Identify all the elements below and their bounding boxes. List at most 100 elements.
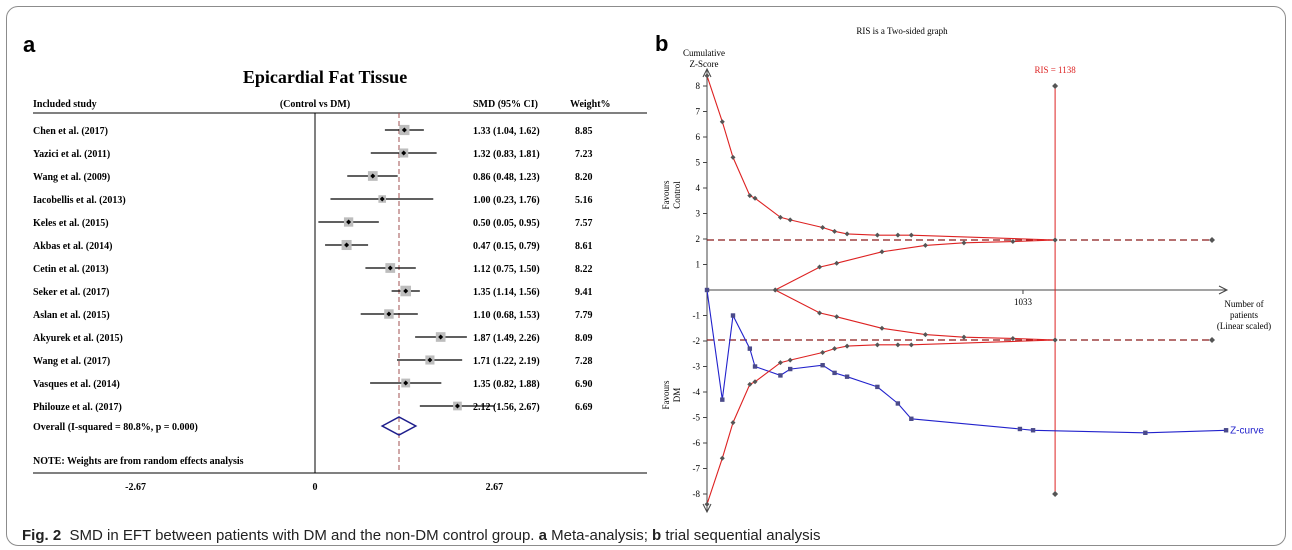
z-curve-point (1017, 426, 1023, 432)
x-tick-label: -2.67 (125, 482, 146, 493)
panel-label-a: a (23, 32, 36, 57)
study-name: Keles et al. (2015) (33, 218, 109, 229)
z-curve-point (1143, 430, 1148, 435)
x-axis-arrow (1218, 285, 1229, 295)
study-point (346, 219, 352, 225)
study-point (344, 242, 350, 248)
z-curve-point (1030, 428, 1036, 433)
study-smd-ci: 2.12 (1.56, 2.67) (473, 402, 540, 413)
boundary-point (922, 242, 928, 248)
study-weight: 7.57 (575, 218, 593, 229)
boundary-point (922, 332, 928, 338)
study-point (401, 127, 407, 133)
favours-dm-line2: DM (672, 388, 682, 403)
boundary-point (747, 381, 753, 387)
study-weight: 7.79 (575, 310, 593, 321)
study-smd-ci: 1.10 (0.68, 1.53) (473, 310, 540, 321)
boundary-point (895, 342, 901, 348)
study-weight: 9.41 (575, 287, 593, 298)
caption-text-b: trial sequential analysis (665, 527, 821, 544)
forest-axis: -2.67 0 2.67 (125, 482, 503, 493)
figure-caption: Fig. 2 SMD in EFT between patients with … (22, 527, 1282, 544)
boundary-point (1010, 335, 1016, 341)
boundary-point (874, 342, 880, 348)
study-point (427, 357, 433, 363)
x-tick-label: 1033 (1014, 297, 1033, 307)
y-tick-label: -3 (693, 362, 701, 372)
boundary-point (777, 360, 783, 366)
boundary-end-point (1209, 336, 1215, 343)
study-point (370, 173, 376, 179)
study-smd-ci: 1.12 (0.75, 1.50) (473, 264, 540, 275)
study-name: Wang et al. (2017) (33, 356, 110, 367)
tsa-plot: 8 7 6 5 4 3 2 1 -1 -2 -3 -4 -5 -6 -7 -8 1033 RIS = 1138 Z-… (693, 65, 1264, 514)
ris-top-point (1052, 83, 1059, 89)
boundary-point (787, 217, 793, 223)
study-weight: 6.69 (575, 402, 593, 413)
boundary-point (719, 119, 725, 125)
ylabel-line2: Z-Score (690, 59, 719, 69)
boundary-curve (774, 289, 1056, 341)
boundary-point (817, 310, 823, 316)
figure-svg: a Epicardial Fat Tissue Included study (… (23, 26, 1271, 514)
z-curve-point (788, 366, 793, 372)
z-curve-point (720, 397, 725, 402)
study-name: Chen et al. (2017) (33, 126, 108, 137)
y-tick-label: 5 (696, 158, 701, 168)
xlabel-line2: patients (1230, 310, 1258, 320)
boundary-point (832, 346, 838, 352)
study-point (386, 311, 392, 317)
boundary-point (730, 154, 736, 160)
z-curve-point (1223, 428, 1229, 433)
y-tick-label: 6 (696, 132, 701, 142)
boundary-point (777, 214, 783, 220)
study-weight: 7.23 (575, 149, 593, 160)
study-point (379, 196, 385, 202)
xlabel-line3: (Linear scaled) (1217, 321, 1271, 331)
z-curve-point (875, 384, 880, 390)
y-tick-label: 8 (696, 81, 701, 91)
study-smd-ci: 0.50 (0.05, 0.95) (473, 218, 540, 229)
z-curve-point (820, 363, 825, 368)
z-curve-point (832, 370, 837, 376)
y-tick-label: 3 (696, 209, 701, 219)
boundary-point (844, 231, 850, 237)
study-point (403, 380, 409, 386)
caption-text: SMD in EFT between patients with DM and … (69, 527, 535, 544)
study-smd-ci: 1.71 (1.22, 2.19) (473, 356, 540, 367)
study-weight: 8.09 (575, 333, 593, 344)
boundary-point (961, 334, 967, 340)
boundary-point (820, 349, 826, 355)
favours-control-line2: Control (672, 181, 682, 209)
study-point (387, 265, 393, 271)
study-name: Akbas et al. (2014) (33, 241, 112, 252)
study-smd-ci: 1.35 (1.14, 1.56) (473, 287, 540, 298)
boundary-curve (706, 339, 1056, 505)
boundary-point (1010, 239, 1016, 245)
y-tick-label: -5 (693, 413, 701, 423)
boundary-point (895, 232, 901, 238)
caption-text-a: Meta-analysis; (551, 527, 648, 544)
study-smd-ci: 0.86 (0.48, 1.23) (473, 172, 540, 183)
boundary-point (908, 232, 914, 238)
study-weight: 8.20 (575, 172, 593, 183)
boundary-point (787, 357, 793, 363)
z-curve-point (909, 416, 914, 421)
z-curve-point (752, 364, 758, 369)
study-smd-ci: 1.33 (1.04, 1.62) (473, 126, 540, 137)
caption-label-a: a (538, 527, 547, 544)
ris-bottom-point (1052, 491, 1059, 497)
study-name: Seker et al. (2017) (33, 287, 109, 298)
study-weight: 8.61 (575, 241, 593, 252)
boundary-curve (706, 75, 1056, 241)
z-curve-point (704, 287, 710, 293)
y-tick-label: -2 (693, 336, 701, 346)
tsa-title: RIS is a Two-sided graph (856, 26, 948, 36)
boundary-point (704, 73, 710, 79)
y-tick-label: -6 (693, 438, 701, 448)
ylabel-line1: Cumulative (683, 48, 725, 58)
tsa-panel: b RIS is a Two-sided graph Cumulative Z-… (655, 26, 1271, 514)
forest-panel: a Epicardial Fat Tissue Included study (… (23, 32, 647, 493)
boundary-point (961, 240, 967, 246)
boundary-curve (774, 239, 1056, 291)
